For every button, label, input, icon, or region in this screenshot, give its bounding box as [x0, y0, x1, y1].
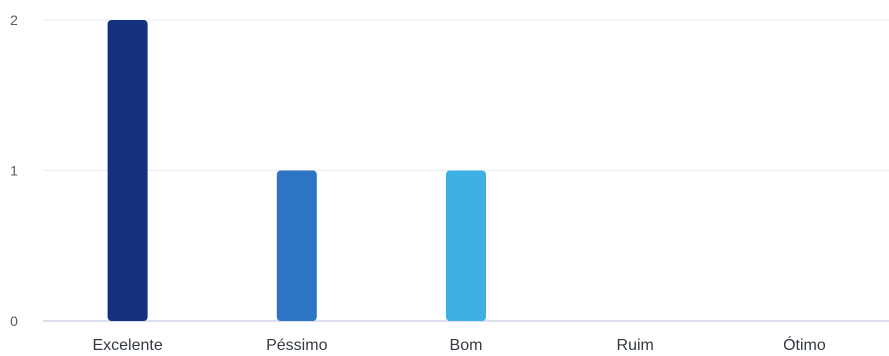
x-tick-label: Péssimo	[266, 337, 327, 354]
bar-péssimo	[276, 170, 317, 321]
y-tick-label: 0	[10, 313, 18, 329]
x-tick-label: Bom	[450, 337, 483, 354]
bars	[107, 20, 486, 321]
y-tick-label: 1	[10, 163, 18, 179]
bar-bom	[446, 170, 486, 321]
x-tick-label: Ótimo	[783, 335, 826, 354]
x-tick-label: Ruim	[617, 337, 654, 354]
y-tick-label: 2	[10, 12, 18, 28]
x-tick-label: Excelente	[92, 337, 162, 354]
y-axis-ticks: 0 1 2	[10, 12, 18, 329]
x-axis-labels: Excelente Péssimo Bom Ruim Ótimo	[92, 335, 825, 354]
bar-excelente	[107, 20, 148, 321]
